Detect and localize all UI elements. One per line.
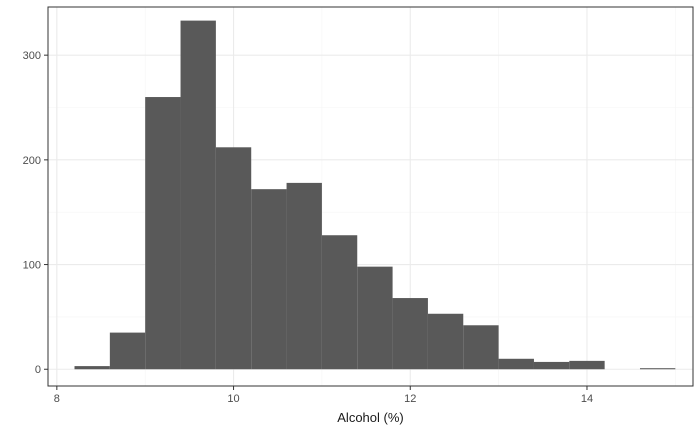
- histogram-bar: [215, 147, 252, 370]
- histogram-bar: [392, 298, 428, 370]
- histogram-bar: [145, 97, 181, 370]
- histogram-bars: [74, 20, 676, 370]
- x-tick-label: 8: [54, 393, 60, 405]
- histogram-bar: [498, 358, 534, 370]
- histogram-bar: [321, 235, 358, 370]
- y-tick-label: 0: [35, 364, 41, 376]
- y-tick-label: 300: [23, 50, 41, 62]
- x-tick-label: 12: [404, 393, 416, 405]
- histogram-bar: [639, 368, 676, 370]
- y-tick-label: 200: [23, 155, 41, 167]
- histogram-bar: [109, 332, 146, 370]
- histogram-bar: [74, 366, 110, 370]
- histogram-bar: [463, 325, 499, 370]
- y-tick-label: 100: [23, 260, 41, 272]
- x-tick-label: 14: [581, 393, 593, 405]
- histogram-bar: [180, 20, 216, 370]
- x-axis-title: Alcohol (%): [337, 410, 403, 425]
- histogram-bar: [533, 361, 570, 370]
- histogram-bar: [357, 266, 393, 370]
- histogram-bar: [251, 189, 287, 370]
- x-tick-label: 10: [227, 393, 239, 405]
- histogram-bar: [286, 182, 322, 370]
- histogram-bar: [427, 313, 464, 370]
- y-axis: 0 100 200 300: [23, 50, 48, 376]
- x-axis: 8 10 12 14: [54, 386, 593, 405]
- panel-border: [47, 6, 694, 387]
- histogram-bar: [569, 360, 605, 370]
